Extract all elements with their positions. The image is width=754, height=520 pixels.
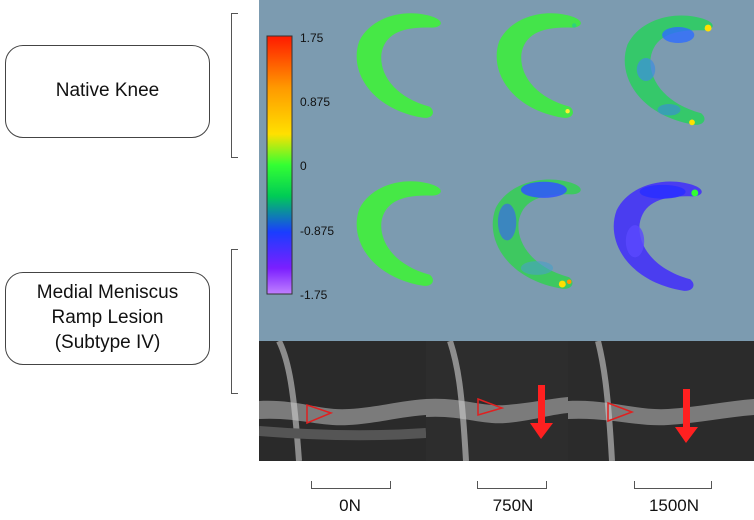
ramp-lesion-label-line1: Medial Meniscus xyxy=(36,282,179,304)
colorbar-tick-3: 0 xyxy=(300,159,307,173)
meniscus-ramp-0n xyxy=(356,181,441,286)
meniscus-ramp-1500n xyxy=(613,181,702,291)
load-label-1500n: 1500N xyxy=(648,496,700,515)
ramp-lesion-label-line3: (Subtype IV) xyxy=(54,331,161,353)
ramp-lesion-triangle-1500n xyxy=(607,401,635,423)
colorbar-tick-4: -0.875 xyxy=(300,224,335,238)
ramp-lesion-label-line2: Ramp Lesion xyxy=(51,307,164,329)
ramp-lesion-triangle-0n xyxy=(306,403,334,425)
mri-image-1500n xyxy=(568,341,754,461)
load-arrow-icon xyxy=(530,385,553,439)
scale-bar-1500n xyxy=(634,481,712,489)
colorbar-tick-5: -1.75 xyxy=(300,288,328,302)
colorbar-tick-2: 0.875 xyxy=(300,95,331,109)
colorbar xyxy=(266,35,293,295)
strain-map-panel xyxy=(259,0,754,341)
ramp-lesion-triangle-750n xyxy=(477,397,505,416)
meniscus-native-0n xyxy=(356,13,441,118)
scale-bar-0n xyxy=(311,481,391,489)
mri-image-750n xyxy=(426,341,568,461)
load-arrow-icon xyxy=(675,389,698,443)
load-label-0n: 0N xyxy=(339,496,361,515)
meniscus-ramp-750n xyxy=(492,179,581,289)
mri-image-0n xyxy=(259,341,426,461)
meniscus-strain-maps xyxy=(266,13,713,295)
load-label-750n: 750N xyxy=(492,496,534,515)
native-knee-label-box: Native Knee xyxy=(5,45,210,138)
meniscus-native-750n xyxy=(496,13,581,118)
native-knee-bracket xyxy=(231,13,238,158)
ramp-lesion-bracket xyxy=(231,249,238,394)
scale-bar-750n xyxy=(477,481,547,489)
colorbar-tick-1: 1.75 xyxy=(300,31,324,45)
ramp-lesion-label-box: Medial Meniscus Ramp Lesion (Subtype IV) xyxy=(5,272,210,365)
meniscus-native-1500n xyxy=(624,15,713,126)
native-knee-label: Native Knee xyxy=(55,80,160,102)
